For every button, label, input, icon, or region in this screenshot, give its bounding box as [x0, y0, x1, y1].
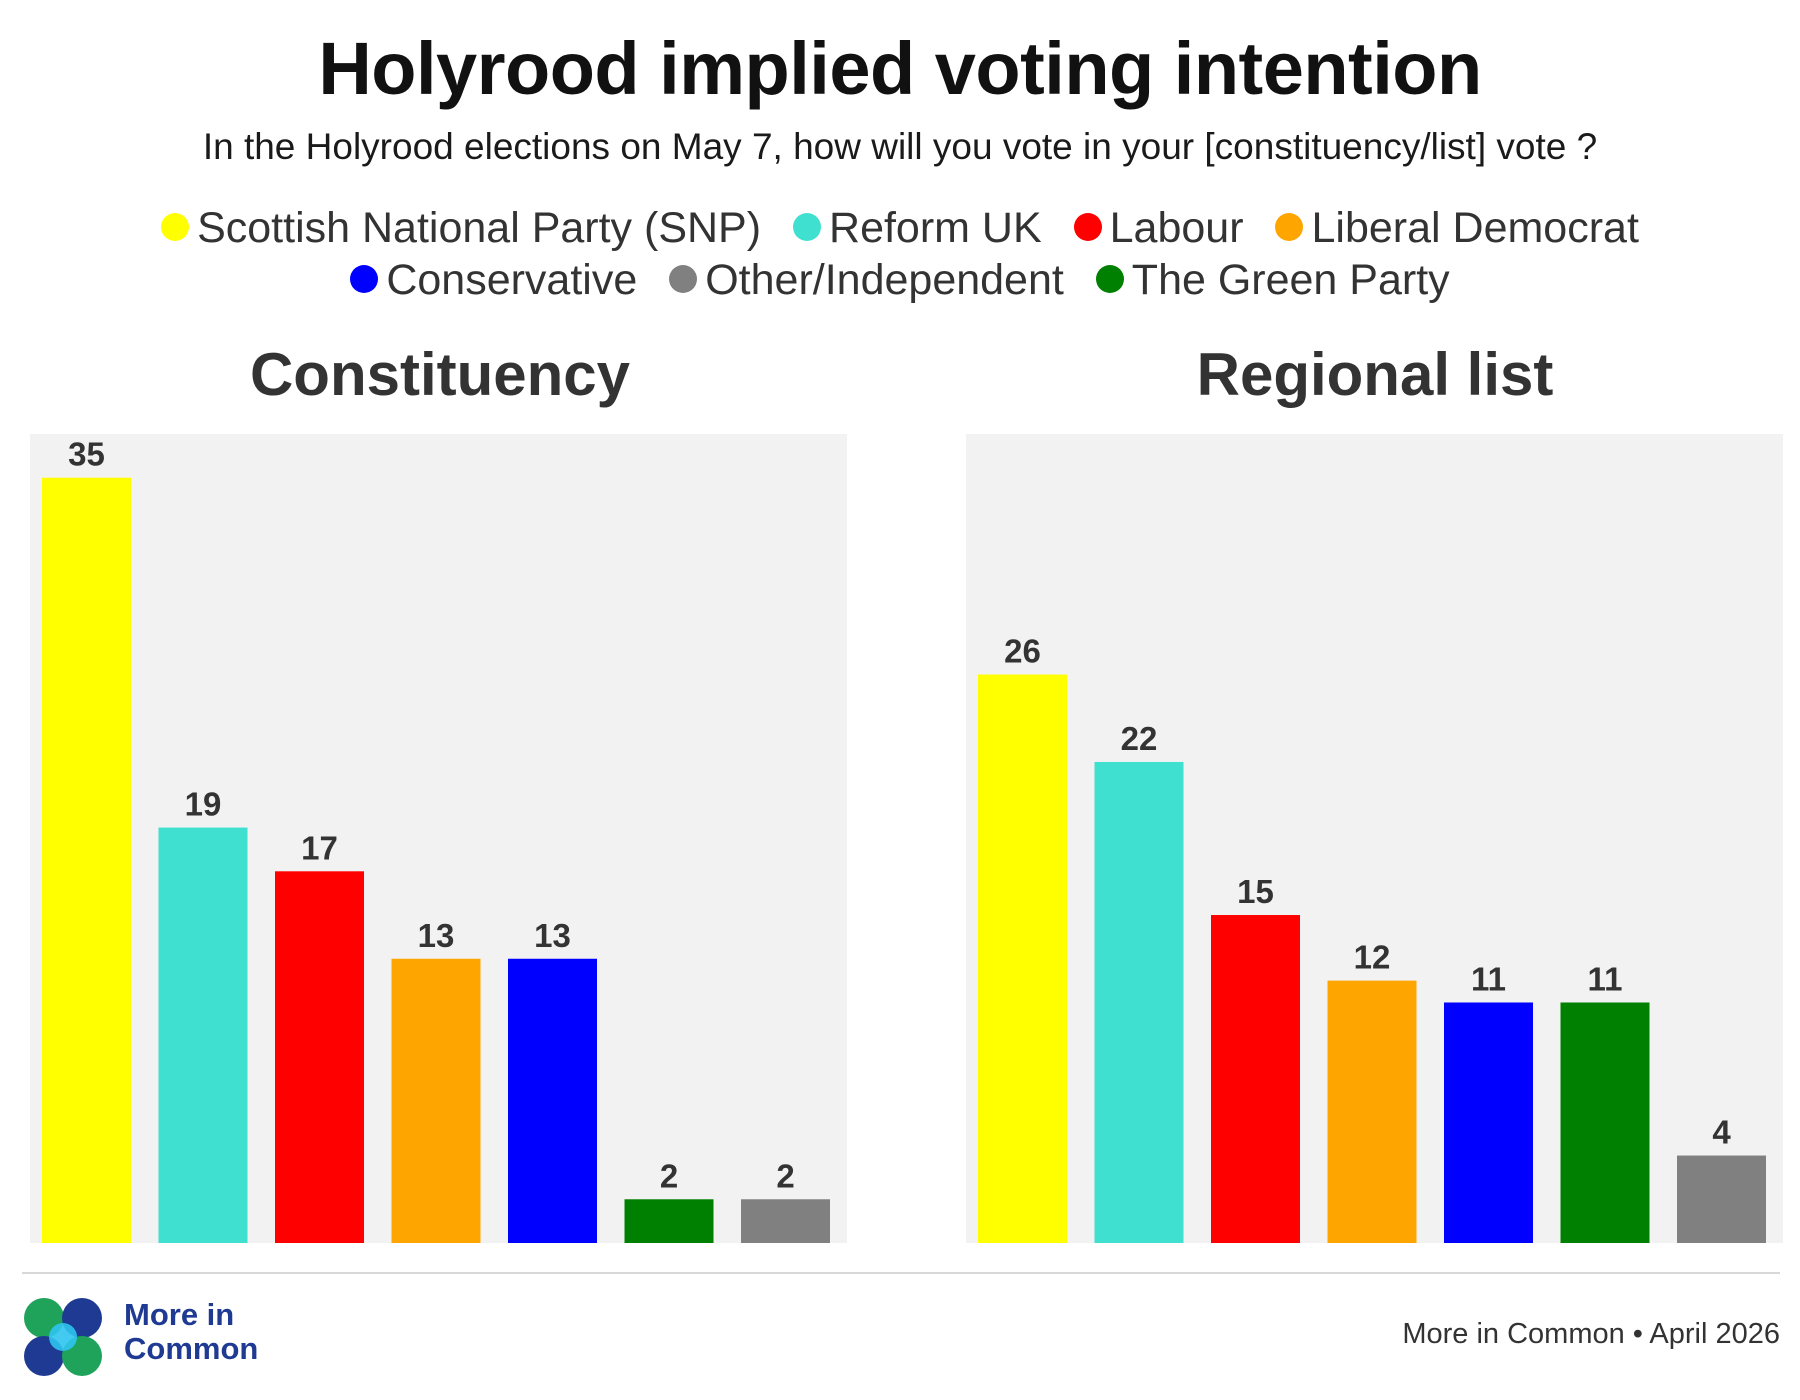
more-in-common-logo-icon	[24, 1298, 102, 1376]
legend-label-reform: Reform UK	[829, 204, 1042, 252]
legend-label-labour: Labour	[1109, 204, 1244, 252]
legend-row-2: Conservative Other/Independent The Green…	[0, 256, 1800, 305]
data-label: 19	[185, 786, 222, 823]
footer-divider	[22, 1272, 1780, 1274]
data-label: 11	[1471, 960, 1506, 997]
bar	[1444, 1002, 1533, 1243]
chart-subtitle: In the Holyrood elections on May 7, how …	[202, 126, 1598, 167]
logo-circle-center	[49, 1323, 77, 1351]
data-label: 12	[1354, 939, 1391, 976]
legend-label-libdem: Liberal Democrat	[1311, 204, 1639, 252]
panel-title-regional-list: Regional list	[1196, 341, 1554, 408]
legend-label-green: The Green Party	[1131, 256, 1450, 304]
bar	[1094, 761, 1184, 1243]
data-label: 13	[534, 917, 571, 954]
data-label: 17	[301, 829, 338, 866]
legend-dot-libdem	[1275, 212, 1304, 241]
bar	[1327, 980, 1417, 1243]
bar	[158, 827, 248, 1243]
legend-label-other: Other/Independent	[705, 256, 1064, 304]
legend-item-reform: Reform UK	[793, 204, 1042, 253]
legend-dot-conservative	[350, 264, 379, 293]
bar	[1677, 1155, 1766, 1243]
legend-dot-green	[1095, 264, 1124, 293]
bar	[624, 1199, 714, 1243]
data-label: 35	[68, 436, 105, 473]
data-label: 26	[1004, 633, 1041, 670]
bar	[42, 477, 131, 1243]
data-label: 15	[1237, 873, 1274, 910]
legend-dot-other	[669, 264, 698, 293]
legend-row-1: Scottish National Party (SNP) Reform UK …	[0, 204, 1800, 253]
legend-dot-reform	[793, 212, 822, 241]
legend-item-green: The Green Party	[1095, 256, 1450, 305]
bar	[391, 958, 481, 1243]
data-label: 2	[776, 1157, 794, 1194]
bar	[741, 1199, 830, 1243]
source-note: More in Common • April 2026	[1402, 1318, 1780, 1350]
bar	[508, 958, 597, 1243]
data-label: 22	[1121, 720, 1158, 757]
legend-dot-snp	[161, 212, 190, 241]
data-label: 11	[1588, 960, 1623, 997]
data-label: 2	[660, 1157, 678, 1194]
legend-dot-labour	[1073, 212, 1102, 241]
bar	[978, 674, 1067, 1243]
legend-label-snp: Scottish National Party (SNP)	[197, 204, 762, 252]
bar	[275, 871, 364, 1243]
bar	[1560, 1002, 1650, 1243]
legend-item-conservative: Conservative	[350, 256, 637, 305]
legend-label-conservative: Conservative	[386, 256, 638, 304]
legend-item-other: Other/Independent	[669, 256, 1064, 305]
legend-item-libdem: Liberal Democrat	[1275, 204, 1639, 253]
legend-item-snp: Scottish National Party (SNP)	[161, 204, 761, 253]
logo-text: More in Common	[124, 1297, 259, 1366]
panel-title-constituency: Constituency	[249, 341, 631, 408]
data-label: 13	[418, 917, 455, 954]
data-label: 4	[1712, 1114, 1731, 1151]
bar	[1211, 915, 1300, 1243]
chart-title: Holyrood implied voting intention	[318, 27, 1482, 110]
legend-item-labour: Labour	[1073, 204, 1244, 253]
